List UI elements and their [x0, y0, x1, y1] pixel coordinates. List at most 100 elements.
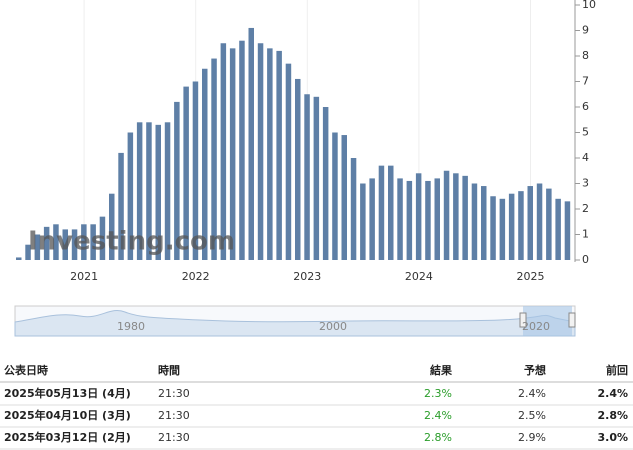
table-cell: 21:30 — [158, 431, 190, 444]
bar — [332, 132, 338, 260]
bar — [471, 183, 478, 260]
table-cell: 2.8% — [597, 409, 628, 422]
bar — [146, 122, 152, 260]
bar — [257, 43, 264, 260]
bar — [174, 101, 180, 261]
table-cell: 2025年04月10日 (3月) — [4, 408, 131, 422]
bar — [267, 48, 273, 260]
bar — [16, 257, 22, 260]
bar — [220, 43, 227, 260]
bar — [397, 178, 403, 260]
table-header-cell: 予想 — [524, 363, 546, 377]
y-tick-label: 1 — [582, 228, 589, 241]
bar — [99, 216, 106, 260]
table-cell: 2025年03月12日 (2月) — [4, 430, 131, 444]
bar — [164, 122, 171, 260]
navigator-selection[interactable] — [523, 306, 572, 336]
navigator-series — [14, 310, 576, 337]
navigator-label: 2020 — [522, 320, 550, 333]
bar — [453, 173, 459, 260]
bar — [71, 229, 78, 260]
y-tick-label: 5 — [582, 126, 589, 139]
bar — [127, 132, 134, 260]
bar — [155, 124, 161, 260]
bar — [527, 186, 533, 260]
bar — [481, 186, 487, 260]
bar — [25, 244, 31, 260]
bar — [229, 48, 236, 260]
bar — [406, 180, 413, 260]
y-tick-label: 3 — [582, 177, 589, 190]
bar — [434, 178, 440, 260]
table-cell: 2025年05月13日 (4月) — [4, 386, 131, 400]
bar — [53, 224, 59, 260]
y-tick-label: 0 — [582, 253, 589, 266]
bar — [360, 183, 366, 260]
table-cell: 2.4% — [424, 409, 452, 422]
bar — [34, 234, 41, 260]
table-cell: 3.0% — [597, 431, 628, 444]
table-header-cell: 時間 — [158, 363, 180, 377]
bar — [248, 27, 254, 261]
y-tick-label: 9 — [582, 24, 589, 37]
bar — [555, 198, 561, 260]
x-tick-label: 2021 — [70, 270, 98, 283]
bar — [350, 158, 357, 260]
bar — [136, 122, 143, 260]
bar — [546, 188, 552, 260]
table-cell: 2.5% — [518, 409, 546, 422]
bar — [239, 40, 245, 261]
navigator-handle[interactable] — [519, 312, 527, 328]
bar — [276, 50, 282, 261]
table-header-cell: 結果 — [430, 363, 452, 377]
bar — [43, 226, 50, 260]
table-cell: 21:30 — [158, 409, 190, 422]
bar — [462, 175, 468, 260]
bar — [378, 165, 385, 260]
bar — [564, 201, 571, 260]
x-tick-label: 2023 — [293, 270, 321, 283]
bar — [518, 191, 524, 260]
bar — [508, 193, 515, 260]
bar — [109, 193, 115, 260]
bar — [425, 180, 431, 260]
bar — [341, 135, 347, 260]
bar — [369, 178, 375, 260]
table-header-cell: 前回 — [606, 363, 628, 377]
bar — [443, 170, 450, 260]
y-tick-label: 4 — [582, 151, 589, 164]
table-header-cell: 公表日時 — [4, 363, 48, 377]
x-tick-label: 2022 — [182, 270, 210, 283]
bar — [415, 173, 422, 260]
x-tick-label: 2024 — [405, 270, 433, 283]
y-tick-label: 10 — [582, 0, 596, 11]
bar — [313, 96, 320, 260]
navigator-handle[interactable] — [568, 312, 576, 328]
watermark: Investing.com — [28, 227, 235, 257]
bar — [81, 224, 87, 260]
bar — [388, 165, 394, 260]
y-tick-label: 6 — [582, 100, 589, 113]
table-cell: 2.9% — [518, 431, 546, 444]
bar — [304, 94, 310, 260]
y-tick-label: 2 — [582, 202, 589, 215]
bar — [285, 63, 292, 261]
bar — [192, 81, 199, 260]
y-tick-label: 8 — [582, 49, 589, 62]
x-tick-label: 2025 — [517, 270, 545, 283]
table-cell: 2.4% — [518, 387, 546, 400]
bar — [62, 229, 68, 260]
bar — [202, 68, 208, 260]
table-cell: 2.4% — [597, 387, 628, 400]
bar — [322, 107, 329, 260]
navigator-label: 2000 — [319, 320, 347, 333]
bar — [295, 78, 301, 260]
bar — [536, 183, 543, 260]
bar — [118, 152, 124, 260]
bar — [499, 198, 506, 260]
navigator-label: 1980 — [117, 320, 145, 333]
bar — [183, 86, 189, 260]
table-cell: 21:30 — [158, 387, 190, 400]
bar — [490, 196, 496, 260]
